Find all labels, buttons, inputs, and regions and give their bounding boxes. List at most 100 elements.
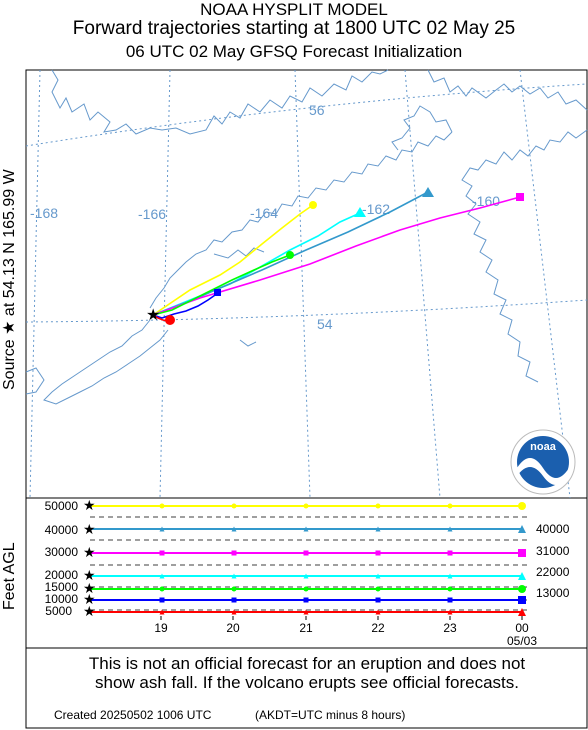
height-series-marker	[375, 586, 381, 592]
height-series-marker	[303, 503, 309, 509]
source-star-icon: ★	[83, 497, 96, 513]
right-height-label: 40000	[536, 522, 570, 536]
x-tick-label: 00	[515, 621, 529, 635]
timezone-note: (AKDT=UTC minus 8 hours)	[255, 708, 406, 722]
height-series-marker	[159, 597, 165, 603]
height-series-marker	[159, 586, 165, 592]
longitude-166-line	[159, 69, 171, 499]
height-series-marker	[447, 586, 453, 592]
navy-end-marker	[214, 289, 221, 296]
height-series-marker	[447, 550, 453, 556]
latitude-54-line	[25, 299, 588, 323]
height-series-marker	[231, 609, 237, 615]
x-tick-label: 22	[371, 621, 385, 635]
source-star-icon: ★	[83, 567, 96, 583]
height-series-marker	[375, 609, 381, 615]
noaa-logo-text: noaa	[530, 441, 557, 453]
height-series-marker	[447, 526, 453, 532]
x-tick-label: 21	[299, 621, 313, 635]
source-star-icon: ★	[83, 591, 96, 607]
green-end-marker	[286, 251, 294, 259]
height-series-marker	[375, 526, 381, 532]
noaa-logo: noaa	[510, 429, 576, 495]
height-series-marker	[447, 573, 453, 579]
height-series-marker	[447, 503, 453, 509]
height-reference-lines	[90, 516, 528, 611]
source-star-icon: ★	[83, 603, 96, 619]
height-series-marker	[518, 596, 526, 604]
height-series-marker	[231, 526, 237, 532]
height-series-marker	[231, 573, 237, 579]
disclaimer-line: show ash fall. If the volcano erupts see…	[95, 673, 519, 692]
height-source-stars: ★ ★ ★ ★ ★ ★ ★	[83, 497, 96, 619]
x-date-label: 05/03	[507, 634, 537, 648]
source-location-label: Source ★ at 54.13 N 165.99 W	[1, 168, 18, 390]
x-tick-label: 19	[154, 621, 168, 635]
y-tick-label: 30000	[45, 545, 79, 559]
magenta-end-marker	[516, 193, 524, 201]
blue-end-marker	[422, 187, 434, 197]
height-series-marker	[303, 573, 309, 579]
disclaimer-line: This is not an official forecast for an …	[88, 654, 526, 673]
source-star-icon: ★	[83, 521, 96, 537]
forecast-init-title: 06 UTC 02 May GFSQ Forecast Initializati…	[125, 42, 463, 61]
lat-label: 56	[309, 102, 325, 118]
height-series-marker	[518, 572, 526, 580]
created-timestamp: Created 20250502 1006 UTC	[54, 708, 212, 722]
height-series-marker	[231, 550, 237, 556]
y-tick-label: 15000	[45, 580, 79, 594]
coastline	[25, 69, 588, 405]
longitude-168-line	[29, 69, 41, 499]
height-series-marker	[518, 608, 526, 616]
cyan-end-marker	[354, 207, 366, 217]
longitude-164-line	[294, 69, 311, 499]
height-series-marker	[518, 525, 526, 533]
latitude-56-line	[25, 83, 588, 147]
height-series-marker	[231, 586, 237, 592]
red-end-marker	[165, 315, 175, 325]
x-tick-label: 20	[226, 621, 240, 635]
height-series-marker	[375, 573, 381, 579]
x-tick-marks	[160, 616, 523, 620]
longitude-162-line	[404, 69, 441, 499]
right-height-label: 22000	[536, 565, 570, 579]
lon-label: -164	[250, 205, 278, 221]
right-height-label: 31000	[536, 544, 570, 558]
longitude-160-line	[519, 69, 571, 499]
y-tick-label: 10000	[45, 592, 79, 606]
height-series-marker	[375, 503, 381, 509]
height-series-marker	[231, 597, 237, 603]
y-tick-label: 50000	[45, 499, 79, 513]
height-series-marker	[447, 597, 453, 603]
lon-label: -166	[138, 206, 166, 222]
height-series-marker	[518, 585, 526, 593]
height-series-marker	[159, 526, 165, 532]
height-series-marker	[375, 550, 381, 556]
map-trajectories	[152, 191, 521, 322]
height-series-marker	[159, 550, 165, 556]
y-tick-label: 5000	[45, 604, 72, 618]
source-star-icon: ★	[146, 307, 160, 324]
y-tick-label: 20000	[45, 568, 79, 582]
figure-frame	[25, 69, 588, 729]
height-series-marker	[447, 609, 453, 615]
right-height-label: 13000	[536, 586, 570, 600]
lat-label: 54	[317, 316, 333, 332]
height-series-marker	[303, 550, 309, 556]
map-trajectory-path	[152, 196, 521, 316]
trajectory-title: Forward trajectories starting at 1800 UT…	[72, 18, 516, 39]
height-series-marker	[303, 597, 309, 603]
height-series-marker	[518, 549, 526, 557]
height-series-marker	[303, 586, 309, 592]
y-axis-label: Feet AGL	[1, 542, 18, 610]
model-title: NOAA HYSPLIT MODEL	[200, 0, 388, 19]
x-tick-label: 23	[443, 621, 457, 635]
source-star-icon: ★	[83, 544, 96, 560]
y-tick-label: 40000	[45, 523, 79, 537]
height-series-marker	[231, 503, 237, 509]
height-series	[90, 502, 526, 616]
map-trajectory-path	[152, 204, 314, 316]
source-star-icon: ★	[83, 580, 96, 596]
map-trajectory-path	[152, 292, 219, 319]
